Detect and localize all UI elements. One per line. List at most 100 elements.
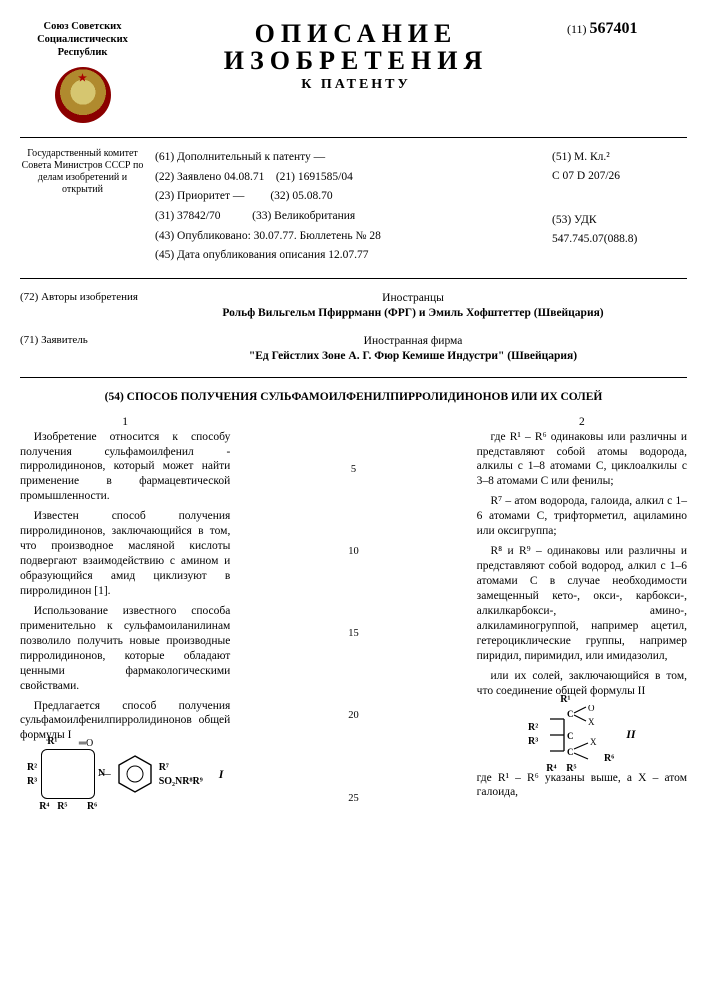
committee-block: Государственный комитет Совета Министров… [20,148,145,265]
field-53-label: (53) УДК [552,214,597,226]
col2-p4: или их солей, заключающийся в том, что с… [477,669,687,699]
title-block: ОПИСАНИЕ ИЗОБРЕТЕНИЯ К ПАТЕНТУ [155,20,557,93]
open-chain: C C C O X X R¹ R⁴ R⁵ R⁶ [542,705,602,765]
label-71: (71) Заявитель [20,334,150,346]
col2-number: 2 [477,415,687,430]
pyrrolidinone-ring: R¹ ═O R⁴ R⁵ R⁶ N [41,749,95,799]
svg-text:O: O [588,705,595,713]
field-23: (23) Приоритет — [155,190,244,202]
biblio-right: (51) М. Кл.² С 07 D 207/26 (53) УДК 547.… [552,148,687,265]
r1-ii: R¹ [560,693,570,706]
code-11-label: (11) [567,22,587,36]
col2-p2: R⁷ – атом водорода, галоида, алкил с 1–6… [477,494,687,539]
ln-25: 25 [248,792,458,806]
r6: R⁶ [87,800,97,813]
svg-text:C: C [567,747,574,757]
col2-p5: где R¹ – R⁶ указаны выше, а Х – атом гал… [477,771,687,801]
svg-text:C: C [567,731,574,741]
r4: R⁴ [39,800,49,813]
structure-I: R² R³ R¹ ═O R⁴ R⁵ R⁶ N — [27,749,203,799]
ln-15: 15 [248,627,458,641]
masthead: Союз Советских Социалистических Республи… [20,20,687,131]
applicant-content: Иностранная фирма "Ед Гейстлих Зоне А. Г… [153,334,673,365]
author-names: Рольф Вильгельм Пфиррманн (ФРГ) и Эмиль … [222,307,603,319]
rule [20,137,687,138]
field-51: (51) М. Кл.² С 07 D 207/26 [552,148,687,185]
field-53: (53) УДК 547.745.07(088.8) [552,211,687,248]
r4-ii: R⁴ [546,762,556,775]
column-1: 1 Изобретение относится к способу получе… [20,415,230,806]
ln-5: 5 [248,463,458,477]
foreign-label: Иностранцы [382,292,444,304]
patent-page: Союз Советских Социалистических Республи… [20,20,687,805]
firm-label: Иностранная фирма [364,335,463,347]
r3-ii: R³ [528,735,538,748]
field-51-label: (51) М. Кл.² [552,151,610,163]
field-45: (45) Дата опубликования описания 12.07.7… [155,246,542,266]
formula-number-I: I [219,767,224,783]
state-emblem-icon [55,67,111,123]
field-23-32: (23) Приоритет — (32) 05.08.70 [155,187,542,207]
column-2: 2 где R¹ – R⁶ одинаковы или различны и п… [477,415,687,806]
svg-text:X: X [590,737,597,747]
title-line1: ОПИСАНИЕ [155,20,557,47]
body-columns: 1 Изобретение относится к способу получе… [20,415,687,806]
r-left-ii: R² R³ [528,721,538,748]
invention-title: (54) СПОСОБ ПОЛУЧЕНИЯ СУЛЬФАМОИЛФЕНИЛПИР… [20,384,687,415]
so2nr8r9: SO₂NR⁸R⁹ [159,775,203,788]
patent-number: 567401 [590,20,638,37]
formula-II: R² R³ C C C O X X [477,705,687,765]
spacer [552,185,687,211]
field-22-21: (22) Заявлено 04.08.71 (21) 1691585/04 [155,168,542,188]
r2-ii: R² [528,721,538,734]
field-21: (21) 1691585/04 [276,171,353,183]
formula-number-II: II [626,727,635,743]
field-22: (22) Заявлено 04.08.71 [155,171,264,183]
issuer-ussr: Союз Советских Социалистических Республи… [20,20,145,59]
keto-o: ═O [79,737,93,750]
field-31: (31) 37842/70 [155,210,220,222]
field-33: (33) Великобритания [252,210,355,222]
label-72: (72) Авторы изобретения [20,291,150,303]
biblio-block: Государственный комитет Совета Министров… [20,144,687,271]
r-right: R⁷ SO₂NR⁸R⁹ [159,761,203,788]
issuer-block: Союз Советских Социалистических Республи… [20,20,145,131]
line-number-gutter: 5 10 15 20 25 [248,415,458,806]
col1-p1: Изобретение относится к способу получени… [20,430,230,505]
r5-ii: R⁵ [566,762,576,775]
rule [20,278,687,279]
field-53-value: 547.745.07(088.8) [552,233,637,245]
r-left: R² R³ [27,761,37,788]
field-32: (32) 05.08.70 [270,190,332,202]
col2-p3: R⁸ и R⁹ – одинаковы или различны и предс… [477,544,687,664]
svg-text:C: C [567,709,574,719]
col1-p3: Использование известного способа примени… [20,604,230,694]
r3: R³ [27,775,37,788]
structure-II: R² R³ C C C O X X [528,705,602,765]
ring-shape [41,749,95,799]
chain-icon: C C C O X X [542,705,602,765]
title-line2: ИЗОБРЕТЕНИЯ [155,47,557,74]
firm-name: "Ед Гейстлих Зоне А. Г. Фюр Кемише Индус… [249,350,577,362]
applicant-block: (71) Заявитель Иностранная фирма "Ед Гей… [20,328,687,371]
authors-content: Иностранцы Рольф Вильгельм Пфиррманн (ФР… [153,291,673,322]
col2-p1: где R¹ – R⁶ одинаковы или различны и пре… [477,430,687,490]
r6-ii: R⁶ [604,752,614,765]
ring-n: N [98,767,105,780]
committee-text: Государственный комитет Совета Министров… [20,148,145,196]
authors-block: (72) Авторы изобретения Иностранцы Рольф… [20,285,687,328]
field-43: (43) Опубликовано: 30.07.77. Бюллетень №… [155,227,542,247]
ln-10: 10 [248,545,458,559]
subtitle: К ПАТЕНТУ [155,77,557,93]
svg-text:X: X [588,717,595,727]
col1-number: 1 [20,415,230,430]
r7: R⁷ [159,761,203,774]
field-61: (61) Дополнительный к патенту — [155,148,542,168]
patent-number-block: (11) 567401 [567,20,687,38]
benzene-ring [115,754,155,794]
field-51-value: С 07 D 207/26 [552,170,620,182]
r5: R⁵ [57,800,67,813]
ln-20: 20 [248,709,458,723]
biblio-mid: (61) Дополнительный к патенту — (22) Зая… [155,148,542,265]
col1-p2: Известен способ получения пирролидинонов… [20,509,230,599]
